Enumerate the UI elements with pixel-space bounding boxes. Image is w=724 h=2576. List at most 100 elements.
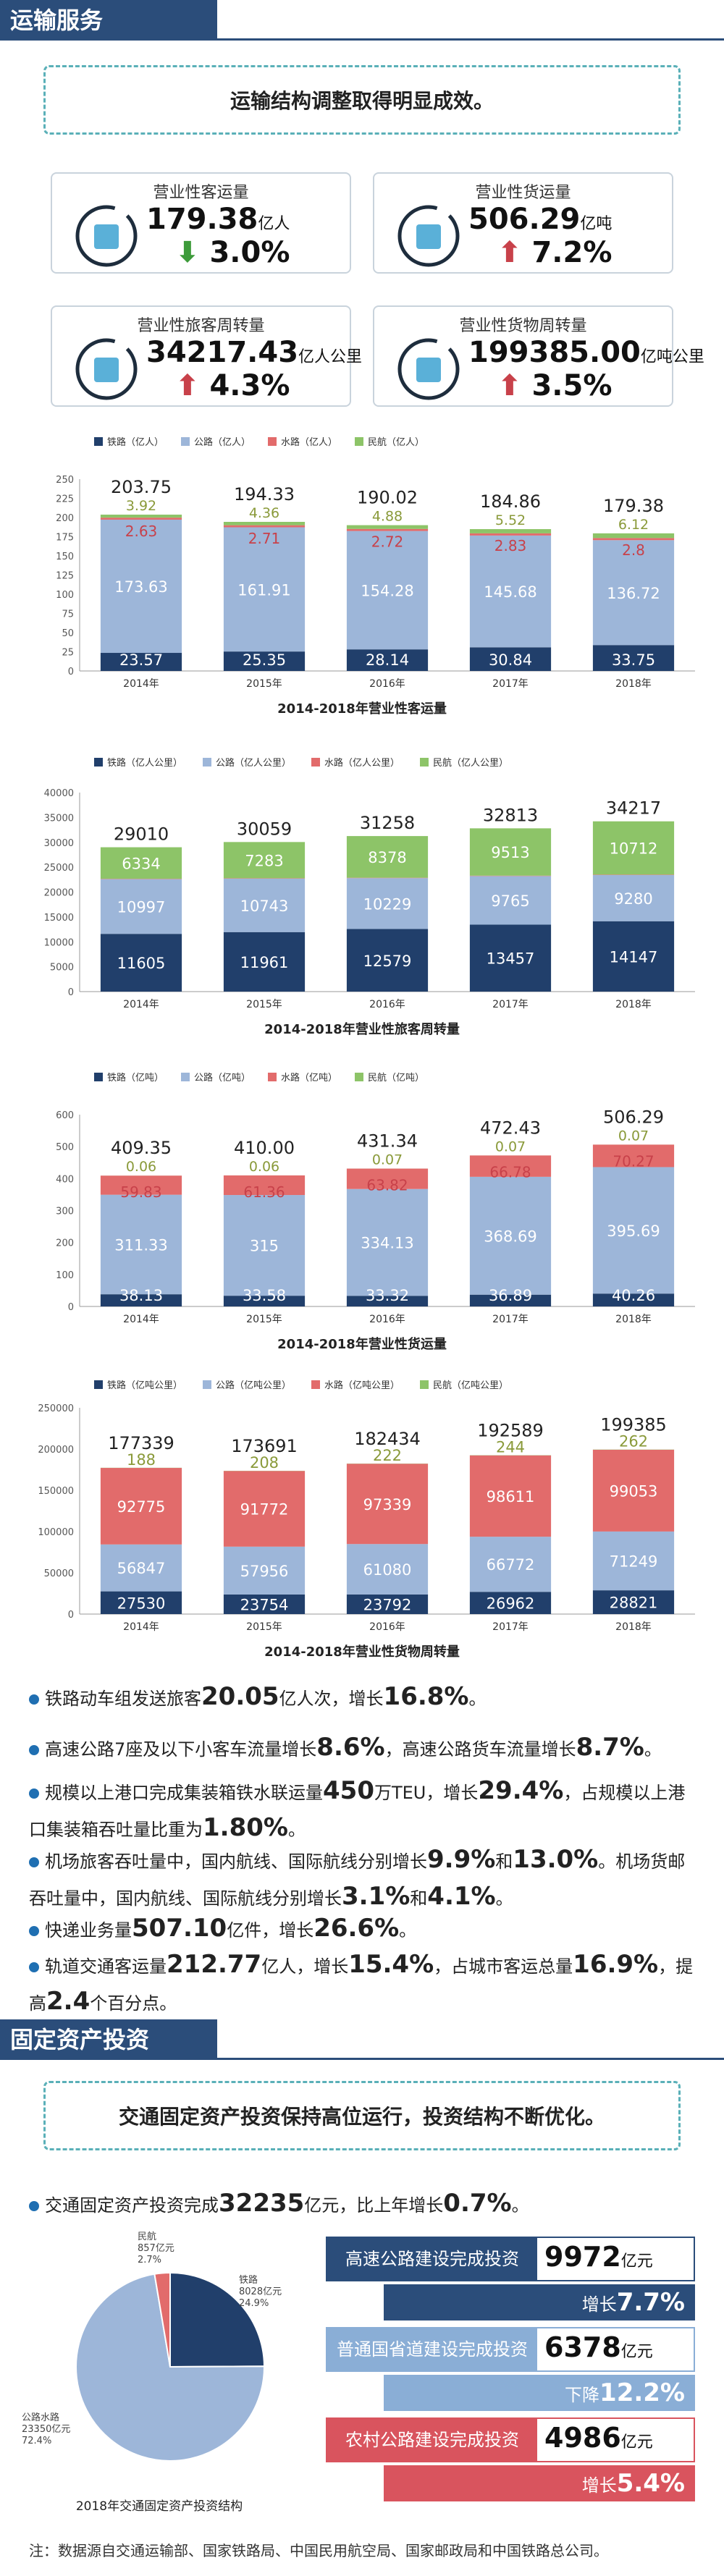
section-title-transport: 运输服务	[0, 0, 217, 41]
legend-swatch	[311, 1380, 320, 1389]
y-tick-label: 5000	[50, 963, 74, 974]
pie-label: 民航	[138, 2231, 156, 2242]
footer-note: 注：数据源自交通运输部、国家铁路局、中国民用航空局、国家邮政局和中国铁路总公司。	[29, 2542, 608, 2559]
legend-swatch	[94, 437, 103, 446]
bar-segment	[100, 515, 182, 518]
total-label: 32813	[483, 805, 538, 825]
total-label: 410.00	[234, 1138, 295, 1158]
bar-segment	[100, 518, 182, 520]
pie-pct: 72.4%	[22, 2436, 51, 2446]
bar-segment	[100, 1544, 182, 1592]
y-tick-label: 10000	[44, 937, 74, 948]
legend-label: 民航（亿吨公里）	[433, 1380, 508, 1391]
bar-segment	[592, 821, 675, 875]
bar-segment	[100, 1194, 182, 1295]
data-label: 36.89	[489, 1287, 532, 1304]
total-label: 31258	[360, 813, 415, 833]
y-tick-label: 250000	[38, 1403, 74, 1414]
bar-segment	[469, 875, 552, 877]
data-label: 2.71	[248, 530, 281, 547]
cargo-box-icon	[396, 204, 461, 268]
x-tick-label: 2018年	[615, 678, 652, 690]
stat-bullet: 铁路动车组发送旅客20.05亿人次，增长16.8%。	[29, 1679, 702, 1716]
bar-segment	[346, 525, 429, 529]
total-label: 472.43	[480, 1118, 541, 1138]
bar-segment	[223, 878, 306, 879]
data-label: 11961	[240, 954, 289, 971]
bar-segment	[592, 1144, 675, 1167]
chart-title: 2014-2018年营业性货物周转量	[264, 1644, 460, 1660]
data-label: 161.91	[237, 581, 290, 599]
section-rule	[0, 2058, 724, 2060]
bar-segment	[469, 1176, 552, 1295]
legend-label: 民航（亿吨）	[368, 1072, 424, 1084]
y-tick-label: 50	[62, 628, 74, 639]
data-label: 6334	[122, 855, 160, 872]
y-tick-label: 500	[56, 1142, 74, 1153]
data-label: 23754	[240, 1596, 289, 1613]
investment-value: 4986亿元	[544, 2422, 653, 2454]
data-label: 2.83	[494, 537, 527, 554]
y-tick-label: 0	[68, 1610, 74, 1621]
bar-segment	[223, 1175, 306, 1196]
legend-label: 公路（亿人）	[194, 436, 251, 448]
kpi-change: ⬆ 3.5%	[497, 369, 613, 402]
investment-label: 农村公路建设完成投资	[327, 2419, 537, 2461]
total-label: 409.35	[111, 1138, 172, 1158]
legend-label: 公路（亿人公里）	[216, 757, 291, 769]
bar-segment	[346, 531, 429, 650]
pie-label: 公路水路	[22, 2412, 59, 2423]
kpi-card: 营业性旅客周转量 34217.43亿人公里 ⬆ 4.3%	[51, 305, 362, 407]
bar-segment	[469, 1592, 552, 1614]
pie-label: 铁路	[239, 2274, 258, 2286]
bar-segment	[592, 533, 675, 539]
data-label: 9765	[491, 892, 529, 910]
legend-swatch	[203, 1380, 211, 1389]
data-label: 71249	[610, 1553, 658, 1571]
bar-segment	[592, 1167, 675, 1294]
chart-title: 2014-2018年营业性货运量	[277, 1336, 447, 1352]
investment-value: 9972亿元	[544, 2241, 653, 2273]
data-label: 3.92	[126, 498, 156, 514]
investment-total-bullet: 交通固定资产投资完成32235亿元，比上年增长0.7%。	[29, 2186, 702, 2223]
bar-segment	[223, 842, 306, 879]
pie-slice	[75, 2273, 266, 2462]
data-label: 25.35	[243, 651, 286, 669]
x-tick-label: 2015年	[246, 1314, 282, 1325]
bar-segment	[469, 1537, 552, 1592]
bar-segment	[592, 1531, 675, 1591]
data-label: 7283	[245, 852, 283, 869]
bar-segment	[223, 1594, 306, 1614]
x-tick-label: 2017年	[492, 1314, 529, 1325]
y-tick-label: 50000	[44, 1568, 74, 1579]
legend-label: 铁路（亿人）	[107, 436, 164, 448]
data-label: 28.14	[366, 651, 409, 669]
investment-row: 普通国省道建设完成投资 6378亿元 下降12.2%	[326, 2327, 695, 2414]
data-label: 8378	[368, 849, 406, 866]
bar-segment	[592, 1293, 675, 1306]
bar-segment	[223, 651, 306, 671]
bullet-icon	[29, 1694, 39, 1705]
data-label: 10997	[117, 898, 166, 916]
bar-segment	[223, 1195, 306, 1296]
bullet-icon	[29, 1962, 39, 1972]
data-label: 11605	[117, 955, 166, 972]
bar-segment	[346, 878, 429, 929]
total-label: 199385	[600, 1415, 667, 1435]
data-label: 66.78	[489, 1163, 531, 1181]
data-label: 9280	[614, 890, 652, 908]
data-label: 0.07	[495, 1139, 526, 1154]
y-tick-label: 100	[56, 590, 74, 601]
bullet-icon	[29, 1745, 39, 1755]
y-tick-label: 150	[56, 552, 74, 562]
data-label: 188	[127, 1451, 156, 1469]
kpi-card: 营业性客运量 179.38亿人 ⬇ 3.0%	[51, 172, 351, 274]
chart-freight-volume: 铁路（亿吨） 公路（亿吨） 水路（亿吨） 民航（亿吨） 0 100 200 300 400 500…	[0, 1064, 724, 1368]
data-label: 0.06	[126, 1159, 156, 1175]
y-tick-label: 30000	[44, 838, 74, 849]
y-tick-label: 100000	[38, 1527, 74, 1538]
investment-row: 高速公路建设完成投资 9972亿元 增长7.7%	[326, 2237, 695, 2323]
bar-segment	[592, 874, 675, 921]
legend-label: 水路（亿吨公里）	[324, 1380, 400, 1391]
x-tick-label: 2016年	[369, 1314, 405, 1325]
